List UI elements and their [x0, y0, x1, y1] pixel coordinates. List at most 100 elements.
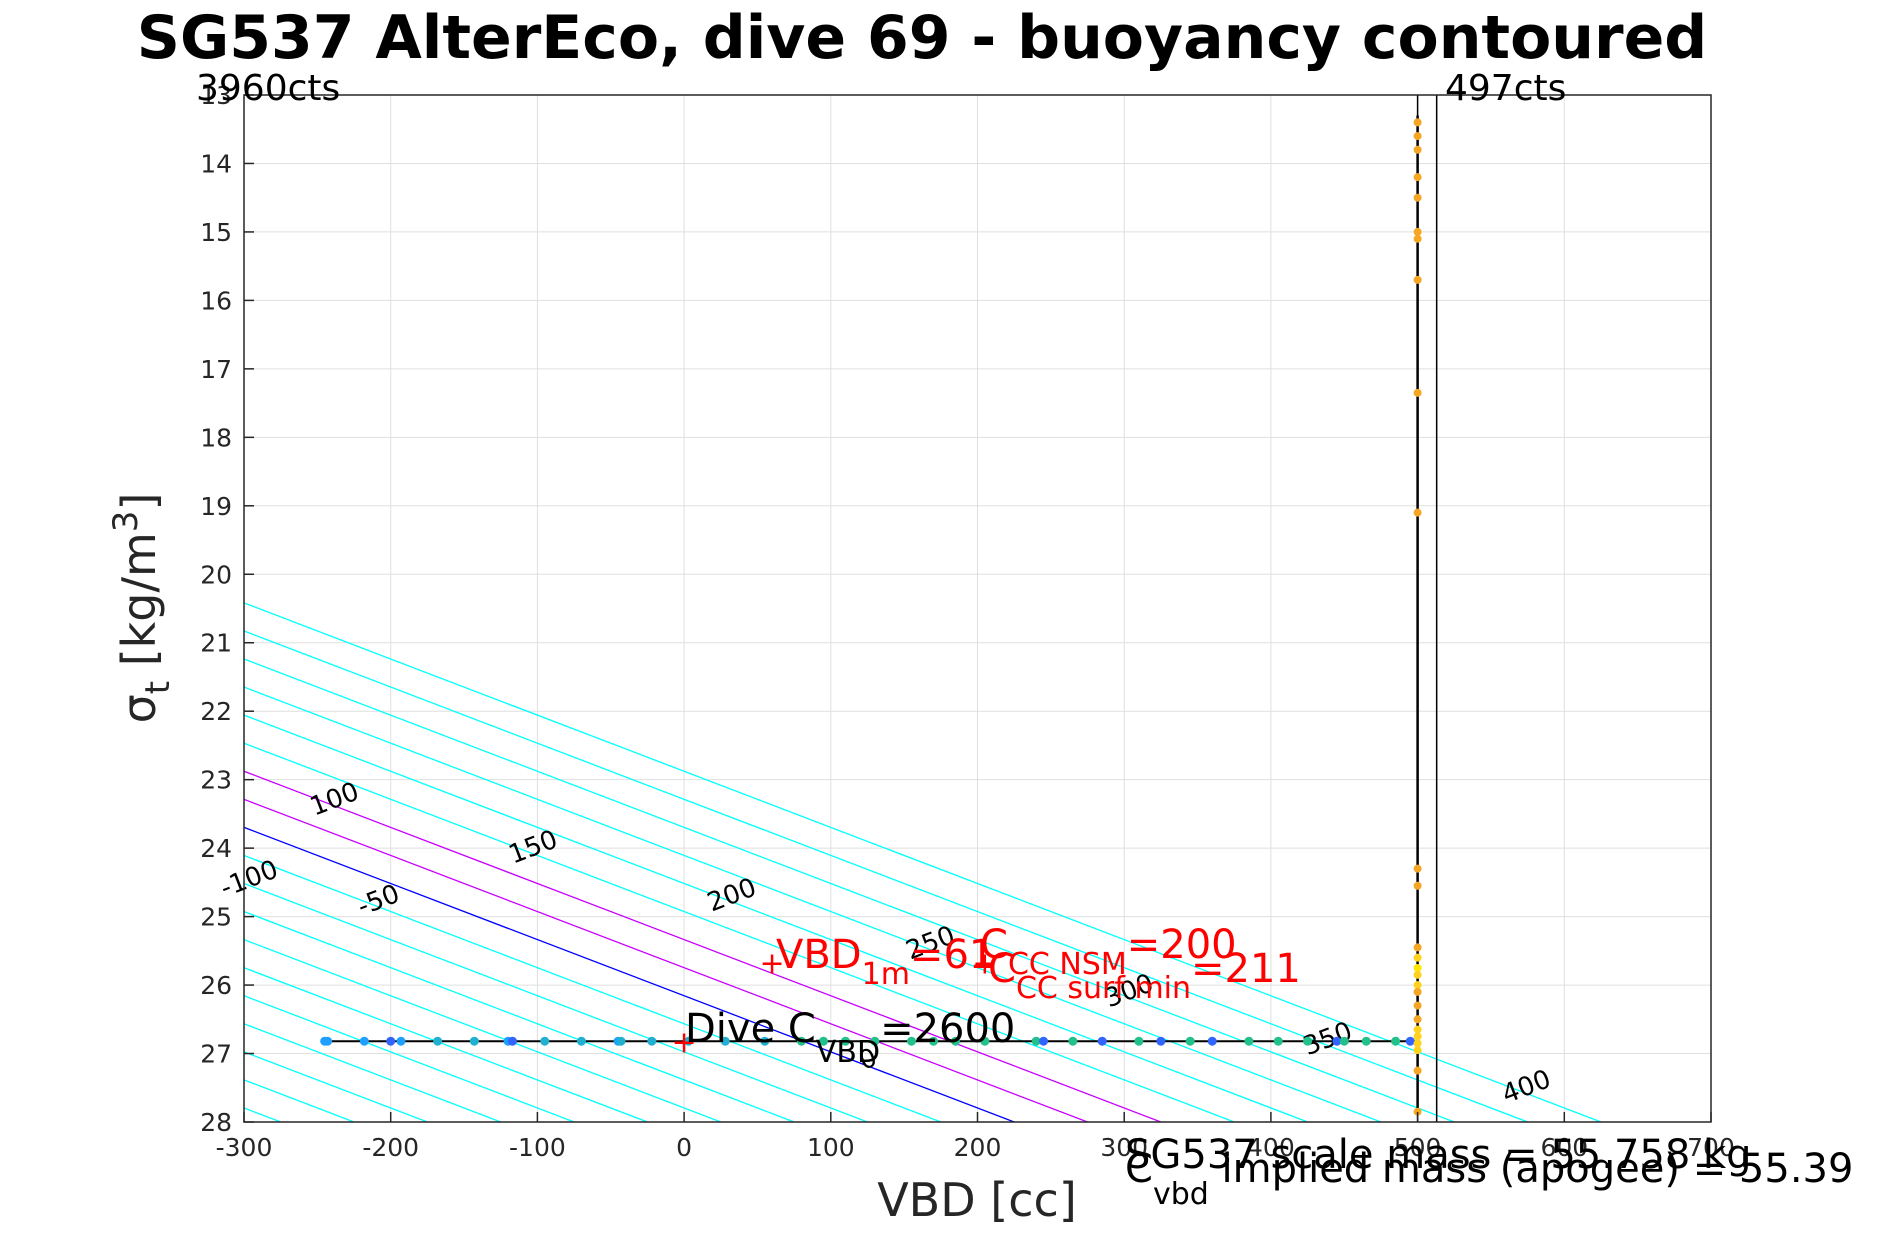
top-right-counts-label: 497cts — [1445, 68, 1566, 109]
y-tick-label: 25 — [200, 903, 232, 932]
dive-point — [1405, 1036, 1415, 1046]
column-point — [1413, 970, 1422, 979]
column-point — [1413, 234, 1422, 243]
scale-mass-annotation: SG537 scale mass = 55.758 kg — [1125, 1132, 1752, 1178]
x-tick-label: 0 — [676, 1133, 692, 1162]
x-tick-label: 600 — [1540, 1133, 1588, 1162]
dive-point — [818, 1036, 828, 1046]
x-tick-label: -300 — [216, 1133, 273, 1162]
dive-point — [1031, 1036, 1041, 1046]
y-tick-label: 18 — [200, 423, 232, 452]
dive-point — [386, 1036, 396, 1046]
column-point — [1413, 963, 1422, 972]
x-tick-label: -200 — [362, 1133, 419, 1162]
dive-point — [906, 1036, 916, 1046]
dive-point — [469, 1036, 479, 1046]
y-tick-label: 27 — [200, 1040, 232, 1069]
column-point — [1413, 1046, 1422, 1055]
column-point — [1413, 1066, 1422, 1075]
y-tick-label: 23 — [200, 766, 232, 795]
dive-point — [1039, 1036, 1049, 1046]
column-point — [1413, 1015, 1422, 1024]
contour-line — [244, 602, 1602, 1122]
contour-line — [244, 882, 868, 1122]
column-point — [1413, 145, 1422, 154]
dive-point — [433, 1036, 443, 1046]
data-layer: + + + — [320, 115, 1422, 1116]
dive-point — [1391, 1036, 1401, 1046]
column-point — [1413, 275, 1422, 284]
x-tick-label: -100 — [509, 1133, 566, 1162]
dive-point — [1068, 1036, 1078, 1046]
c-cc-nsm-annotation: CCC NSM=200 — [980, 922, 1237, 982]
c-cc-surf-min-annotation: CCC surf min=211 — [988, 946, 1301, 1006]
plot-area — [244, 602, 1602, 1122]
y-tick-label: 16 — [200, 286, 232, 315]
column-point — [1413, 881, 1422, 890]
x-tick-label: 200 — [954, 1133, 1002, 1162]
contour-label: 100 — [306, 777, 363, 823]
y-tick-label: 28 — [200, 1108, 232, 1137]
red-plus-marker: + — [760, 947, 785, 982]
dive-point — [1303, 1036, 1313, 1046]
contour-line — [244, 798, 1088, 1122]
contour-line — [244, 1079, 355, 1122]
column-point — [1413, 953, 1422, 962]
dive-point — [507, 1036, 517, 1046]
dive-point — [796, 1036, 806, 1046]
contour-line — [244, 995, 575, 1122]
column-point — [1413, 1001, 1422, 1010]
dive-point — [540, 1036, 550, 1046]
dive-point — [323, 1036, 333, 1046]
y-tick-label: 20 — [200, 560, 232, 589]
y-tick-label: 14 — [200, 149, 232, 178]
dive-point — [647, 1036, 657, 1046]
contour-line — [244, 1023, 501, 1122]
x-axis-label: VBD [cc] — [877, 1173, 1077, 1227]
dive-point — [870, 1036, 880, 1046]
contour-line — [244, 854, 942, 1122]
dive-point — [1097, 1036, 1107, 1046]
contour-line — [244, 1051, 428, 1122]
dive-point — [760, 1036, 770, 1046]
dive-point — [840, 1036, 850, 1046]
dive-point — [928, 1036, 938, 1046]
contour-line — [244, 714, 1308, 1122]
contour-line — [244, 770, 1162, 1122]
contour-line — [244, 938, 722, 1122]
x-tick-label: 700 — [1687, 1133, 1735, 1162]
contour-line — [244, 742, 1235, 1122]
dive-point — [1361, 1036, 1371, 1046]
y-axis-label: σt [kg/m3] — [106, 493, 178, 724]
c-vbd-implied-mass-annotation: Cvbd implied mass (apogee) = 55.39 — [1125, 1146, 1853, 1212]
y-tick-label: 13 — [200, 81, 232, 110]
contour-label: 200 — [703, 873, 760, 919]
contour-label: 400 — [1498, 1064, 1555, 1110]
contour-line — [244, 966, 648, 1122]
contour-label: 150 — [505, 825, 562, 871]
contour-line — [244, 658, 1455, 1122]
dive-point — [1273, 1036, 1283, 1046]
vbd-1m-annotation: VBD1m=61 — [776, 932, 994, 992]
contour-line — [244, 826, 1015, 1122]
dive-point — [396, 1036, 406, 1046]
contour-layer — [244, 602, 1602, 1122]
column-point — [1413, 1032, 1422, 1041]
y-axis-ticks: 13 14 15 16 17 18 19 20 21 22 23 24 25 26 27 28 — [200, 81, 254, 1137]
y-tick-label: 19 — [200, 492, 232, 521]
top-left-counts-label: 3960cts — [196, 68, 340, 109]
dive-point — [576, 1036, 586, 1046]
dive-point — [1339, 1036, 1349, 1046]
column-point — [1413, 1025, 1422, 1034]
dive-c-vbd-annotation: Dive CVBD=2600 — [685, 1006, 1015, 1070]
dive-point — [1185, 1036, 1195, 1046]
dive-point — [1244, 1036, 1254, 1046]
column-point — [1413, 987, 1422, 996]
y-tick-label: 15 — [200, 218, 232, 247]
dive-point — [1134, 1036, 1144, 1046]
column-point — [1413, 132, 1422, 141]
dive-point — [950, 1036, 960, 1046]
y-tick-label: 26 — [200, 971, 232, 1000]
red-plus-marker: + — [972, 947, 997, 982]
red-plus-marker: + — [672, 1025, 697, 1060]
